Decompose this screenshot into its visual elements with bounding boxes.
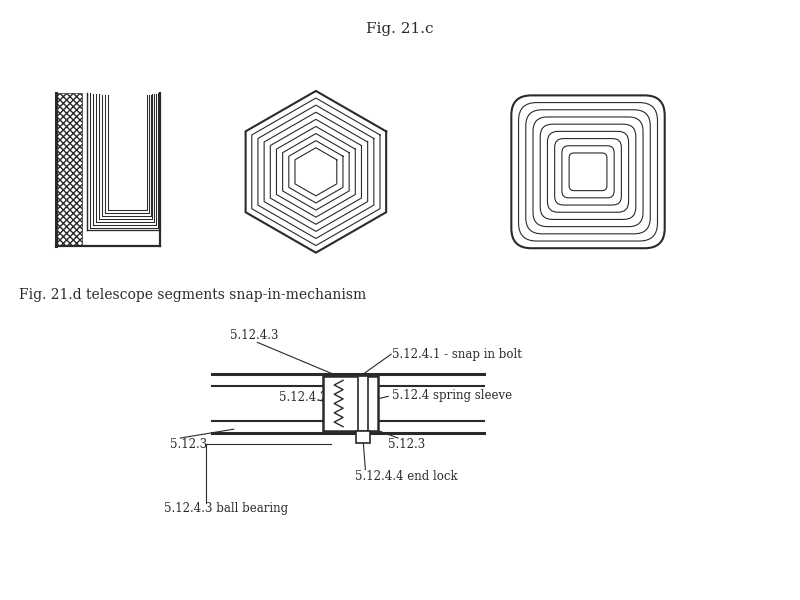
Text: 5.12.4.2: 5.12.4.2 bbox=[279, 391, 328, 404]
Bar bbox=[357, 431, 370, 443]
Text: 5.12.4.3: 5.12.4.3 bbox=[230, 329, 278, 343]
Text: 5.12.4 spring sleeve: 5.12.4 spring sleeve bbox=[392, 389, 512, 402]
Text: 5.12.3: 5.12.3 bbox=[170, 438, 208, 451]
Text: Fig. 21.c: Fig. 21.c bbox=[366, 22, 434, 36]
Text: 5.12.4.1 - snap in bolt: 5.12.4.1 - snap in bolt bbox=[392, 348, 522, 361]
Text: Fig. 21.d telescope segments snap-in-mechanism: Fig. 21.d telescope segments snap-in-mec… bbox=[19, 288, 366, 302]
Bar bbox=[56, 93, 82, 246]
Bar bbox=[323, 376, 378, 431]
Text: 5.12.4.3 ball bearing: 5.12.4.3 ball bearing bbox=[165, 502, 289, 515]
Text: 5.12.4.4 end lock: 5.12.4.4 end lock bbox=[355, 470, 458, 482]
Bar bbox=[358, 376, 368, 431]
Text: 5.12.3: 5.12.3 bbox=[388, 438, 426, 451]
